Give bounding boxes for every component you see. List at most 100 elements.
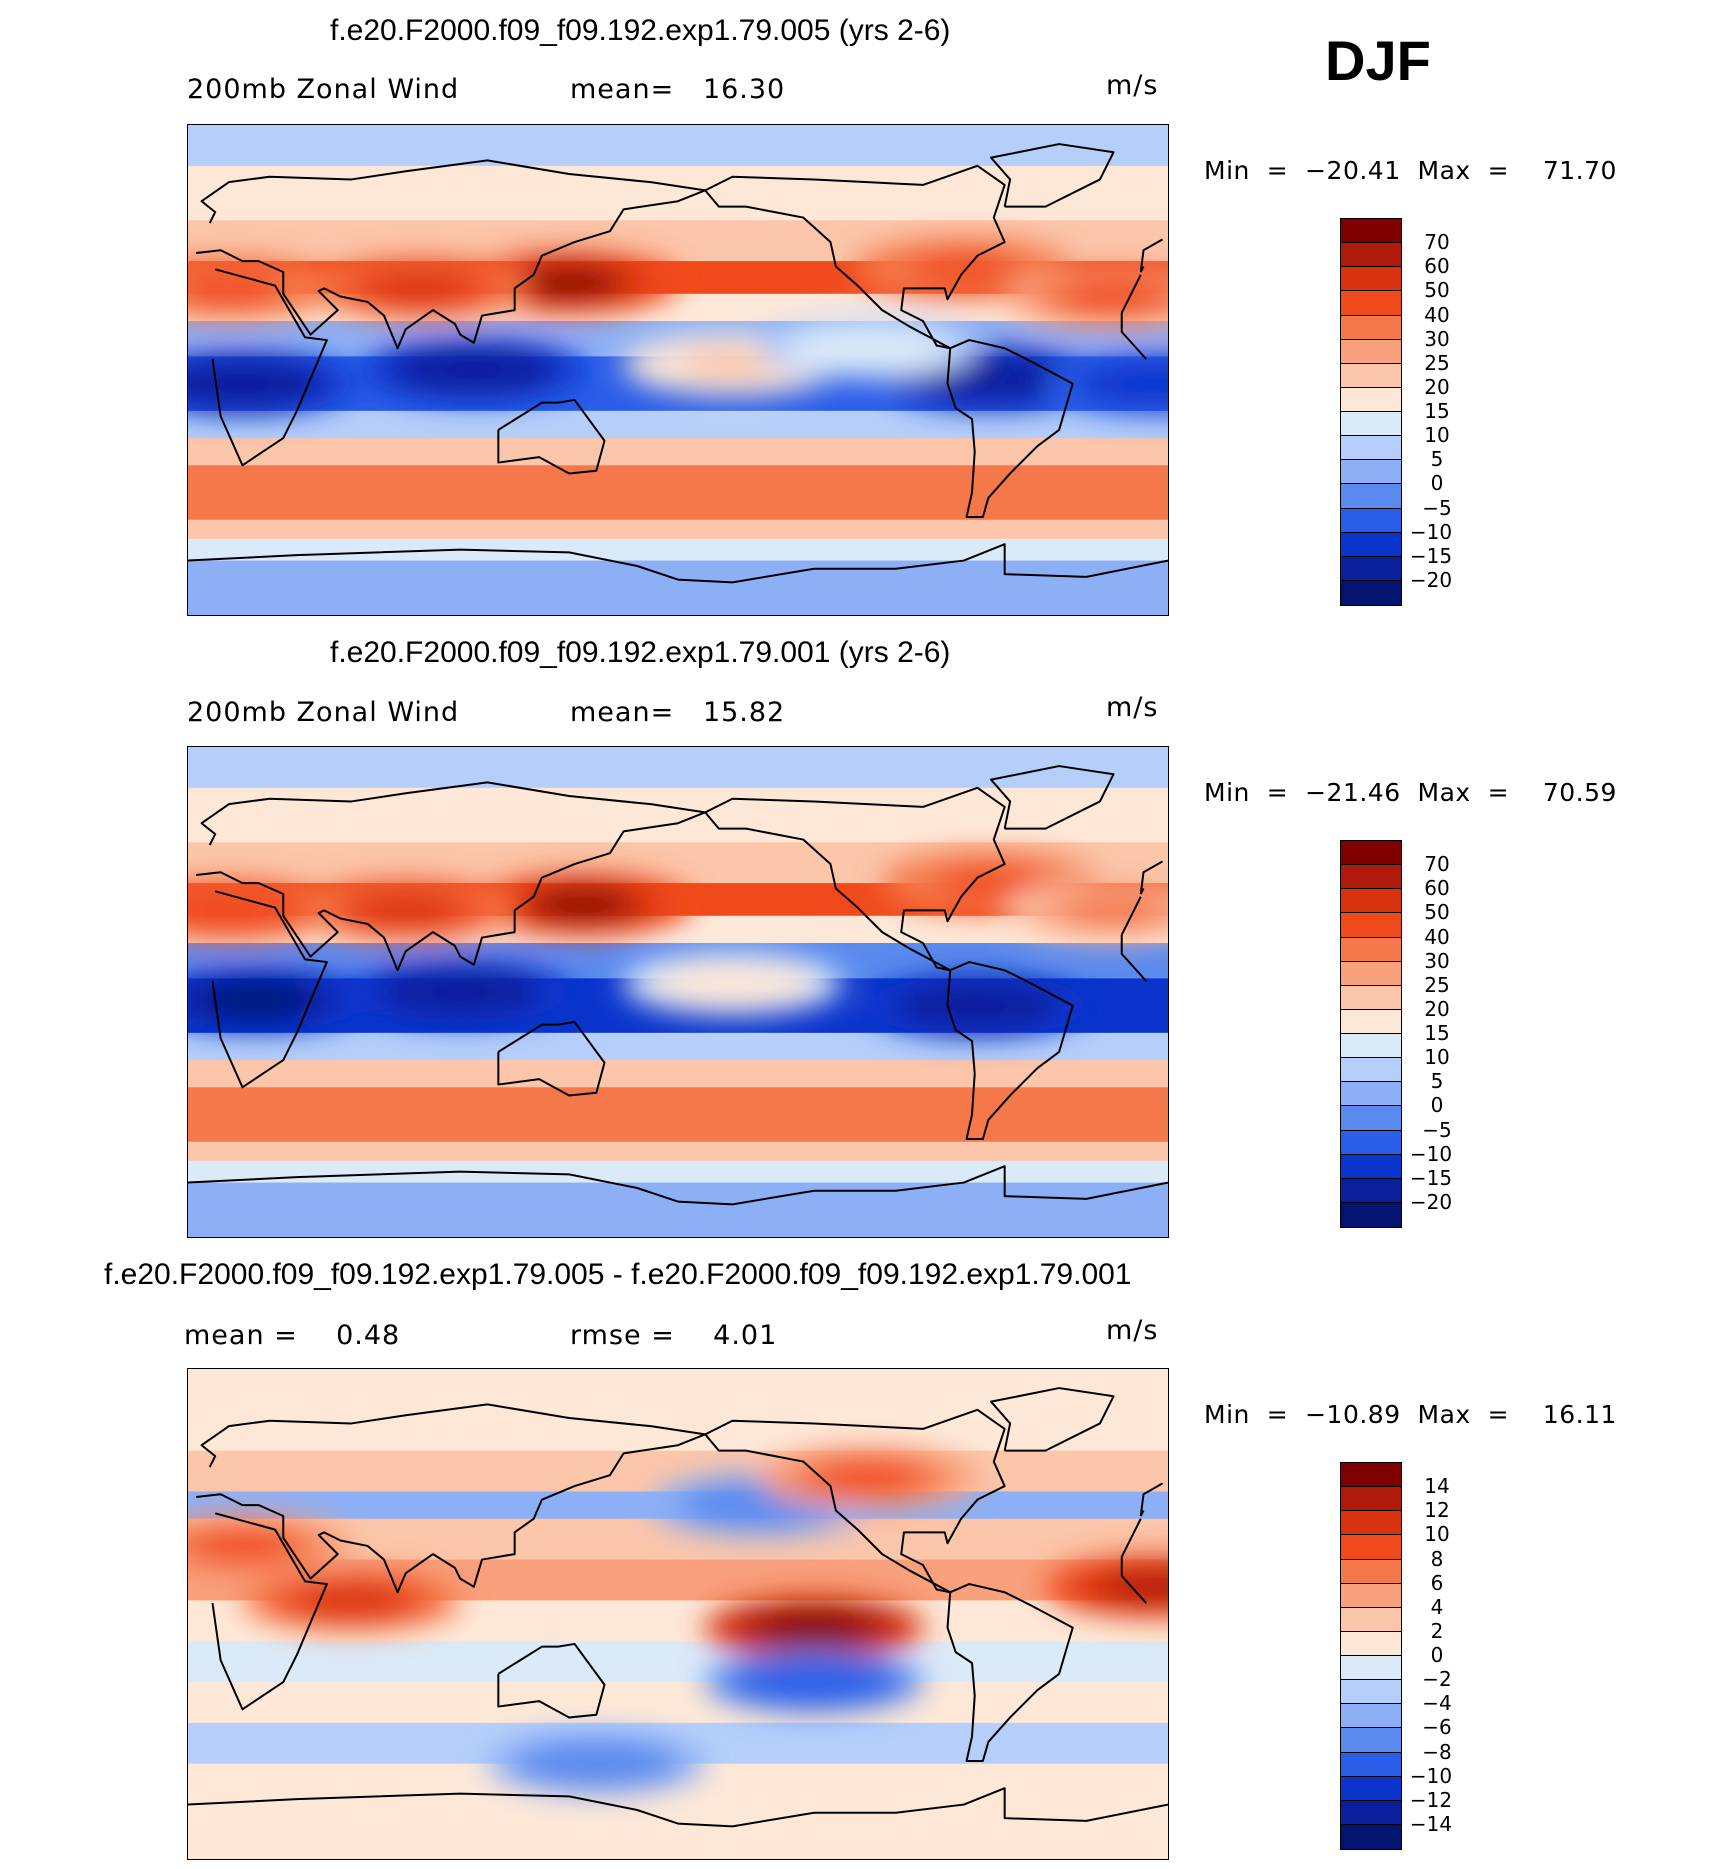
colorbar-tick-label: −15 (1409, 543, 1453, 568)
zonal-band (188, 165, 1168, 222)
colorbar-swatch (1341, 1752, 1401, 1777)
coastline (946, 339, 1074, 518)
colorbar-tick-label: 10 (1424, 1522, 1450, 1547)
panel-3-map-svg (188, 1369, 1168, 1859)
panel-2-variable-label: 200mb Zonal Wind (187, 697, 460, 728)
wind-feature (678, 349, 787, 380)
colorbar-tick-label: 50 (1424, 900, 1450, 925)
colorbar-swatch (1341, 1178, 1401, 1203)
coastline (211, 268, 328, 467)
colorbar-tick-label: −15 (1409, 1165, 1453, 1190)
wind-feature (515, 267, 624, 299)
panel-3-units: m/s (1106, 1315, 1159, 1346)
colorbar-swatch (1341, 1130, 1401, 1155)
colorbar-tick-label: 40 (1424, 924, 1450, 949)
colorbar-swatch (1341, 339, 1401, 364)
colorbar-swatch (1341, 243, 1401, 268)
coastline (211, 1512, 328, 1711)
panel-1-title: f.e20.F2000.f09_f09.192.exp1.79.005 (yrs… (330, 14, 951, 47)
colorbar-swatch (1341, 484, 1401, 509)
zonal-band (188, 1087, 1168, 1143)
colorbar-swatch (1341, 1607, 1401, 1632)
panel-2-map (187, 746, 1169, 1238)
colorbar-tick-label: 25 (1424, 350, 1450, 375)
zonal-band (188, 1682, 1168, 1724)
colorbar-swatch (1341, 532, 1401, 557)
coastline (704, 1408, 1006, 1594)
feature-layer (188, 1446, 1168, 1795)
zonal-band (188, 1060, 1168, 1089)
colorbar-tick-label: 70 (1424, 852, 1450, 877)
panel-2-map-svg (188, 747, 1168, 1237)
wind-feature (1100, 368, 1168, 399)
colorbar-swatch (1341, 387, 1401, 412)
coastline (188, 1165, 1168, 1206)
colorbar-tick-label: −10 (1409, 519, 1453, 544)
colorbar-tick-label: −6 (1422, 1715, 1452, 1740)
colorbar-tick-label: 40 (1424, 302, 1450, 327)
panel-3-colorbar (1340, 1462, 1402, 1850)
coastline (196, 1403, 707, 1594)
colorbar-tick-label: 12 (1424, 1498, 1450, 1523)
colorbar-swatch (1341, 1631, 1401, 1656)
panel-3-rmse-label: rmse = 4.01 (570, 1320, 778, 1351)
colorbar-swatch (1341, 841, 1401, 866)
colorbar-tick-label: −20 (1409, 567, 1453, 592)
colorbar-tick-label: 30 (1424, 948, 1450, 973)
wind-feature (542, 1748, 651, 1780)
colorbar-swatch (1341, 1106, 1401, 1131)
colorbar-swatch (1341, 363, 1401, 388)
colorbar-tick-label: 0 (1430, 1643, 1444, 1667)
colorbar-tick-label: 8 (1430, 1546, 1444, 1571)
panel-3-title: f.e20.F2000.f09_f09.192.exp1.79.005 - f.… (104, 1258, 1132, 1291)
colorbar-tick-label: −5 (1422, 1117, 1452, 1142)
coastline (188, 543, 1168, 584)
colorbar-tick-label: 6 (1430, 1570, 1444, 1595)
colorbar-swatch (1341, 1680, 1401, 1705)
coastline (704, 786, 1006, 972)
coastline (1139, 1510, 1145, 1517)
coastline (1120, 1518, 1142, 1558)
coastline (946, 1583, 1074, 1762)
coastline (1139, 860, 1164, 895)
colorbar-tick-label: 2 (1430, 1618, 1444, 1643)
panel-2-colorbar (1340, 840, 1402, 1228)
colorbar-tick-label: 25 (1424, 972, 1450, 997)
feature-layer (188, 851, 1168, 1037)
wind-feature (406, 976, 515, 1008)
colorbar-swatch (1341, 1800, 1401, 1825)
coastline (196, 781, 707, 972)
zonal-band (188, 1369, 1168, 1452)
wind-feature (297, 1585, 406, 1616)
wind-feature (814, 332, 923, 364)
wind-feature (1059, 895, 1168, 926)
feature-layer (188, 238, 1168, 415)
panel-2-units: m/s (1106, 692, 1159, 723)
colorbar-swatch (1341, 267, 1401, 292)
zonal-band (188, 410, 1168, 440)
zonal-band (188, 1160, 1168, 1184)
zonal-band (188, 1141, 1168, 1162)
colorbar-tick-label: 60 (1424, 254, 1450, 279)
coastline (1139, 1482, 1164, 1517)
colorbar-swatch (1341, 1824, 1401, 1849)
colorbar-tick-label: −10 (1409, 1763, 1453, 1788)
wind-feature (1100, 1571, 1168, 1603)
coastline (1139, 238, 1164, 273)
colorbar-tick-label: −10 (1409, 1141, 1453, 1166)
panel-3-map (187, 1368, 1169, 1860)
colorbar-swatch (1341, 508, 1401, 533)
panel-2-title: f.e20.F2000.f09_f09.192.exp1.79.001 (yrs… (330, 636, 951, 669)
coastline (1139, 266, 1145, 273)
colorbar-swatch (1341, 913, 1401, 938)
zonal-band (188, 1032, 1168, 1062)
wind-feature (760, 1612, 869, 1643)
colorbar-tick-label: 4 (1430, 1594, 1444, 1619)
colorbar-swatch (1341, 1154, 1401, 1179)
colorbar-tick-label: −12 (1409, 1787, 1453, 1812)
colorbar-swatch (1341, 436, 1401, 461)
zonal-band (188, 1182, 1168, 1237)
colorbar-tick-label: 70 (1424, 230, 1450, 255)
zonal-band (188, 125, 1168, 167)
colorbar-swatch (1341, 1009, 1401, 1034)
